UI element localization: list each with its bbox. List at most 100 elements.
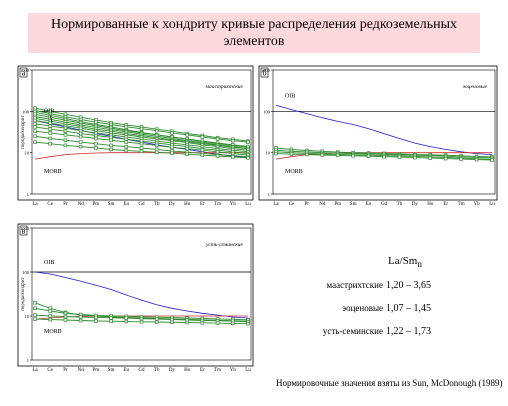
x-tick-label: Yb (474, 202, 481, 207)
panel-label: в (22, 227, 26, 236)
sample-point (48, 131, 52, 135)
sample-point (170, 145, 174, 150)
ratio-row-value: 1,07 – 1,45 (386, 303, 431, 314)
x-tick-label: Ho (184, 368, 191, 373)
sample-point (154, 320, 159, 324)
sample-point (231, 155, 235, 159)
x-tick-label: Sm (108, 368, 115, 373)
x-tick-label: Pm (334, 202, 341, 207)
y-tick-label: 1 (268, 192, 270, 197)
x-tick-label: Gd (138, 368, 145, 373)
sample-point (33, 122, 37, 126)
sample-point (124, 144, 129, 149)
sample-point (246, 140, 250, 144)
sample-point (215, 321, 220, 325)
panel-label-box (260, 67, 269, 78)
x-tick-label: Gd (138, 202, 145, 207)
sample-point (33, 140, 37, 144)
sample-point (170, 320, 174, 325)
ratio-row-label: эоценовые (342, 303, 383, 313)
sample-point (474, 157, 479, 162)
sample-point (428, 156, 433, 160)
sample-point (48, 124, 52, 128)
sample-point (124, 319, 129, 324)
x-tick-label: Pr (63, 368, 68, 373)
sample-point (63, 143, 68, 148)
sample-point (94, 319, 98, 323)
sample-point (139, 146, 144, 150)
sample-point (154, 147, 159, 152)
sample-point (154, 143, 159, 148)
ratio-header-subscript: n (417, 259, 422, 270)
x-tick-label: La (32, 368, 38, 373)
sample-point (154, 150, 159, 155)
panel-label: б (262, 69, 266, 78)
y-tick-label: 10 (266, 151, 271, 156)
sample-point (78, 131, 83, 136)
ratio-row-label: маастрихтские (326, 280, 383, 290)
ratio-row-value: 1,22 – 1,73 (386, 326, 431, 337)
sample-point (63, 126, 68, 130)
sample-point (94, 136, 98, 141)
sample-point (33, 317, 37, 321)
sample-point (63, 133, 68, 137)
page-title-line-1: Нормированные к хондриту кривые распреде… (50, 17, 458, 32)
sample-point (154, 317, 159, 321)
sample-point (215, 154, 220, 158)
sample-point (200, 321, 205, 325)
sample-point (170, 131, 174, 135)
x-tick-label: La (32, 202, 38, 207)
x-tick-label: Pr (63, 202, 68, 207)
sample-point (63, 138, 68, 142)
sample-point (33, 301, 37, 305)
sample-point (443, 156, 448, 161)
sample-point (335, 153, 340, 158)
sample-point (185, 133, 189, 137)
plot-area (31, 69, 252, 195)
x-tick-label: Ce (289, 202, 295, 207)
y-tick-label: 1 (27, 358, 29, 363)
x-tick-label: Ce (47, 368, 53, 373)
sample-point (48, 121, 52, 125)
sample-point (246, 321, 250, 326)
panel-label-box (19, 67, 28, 78)
x-tick-label: Eu (124, 368, 130, 373)
sample-point (109, 147, 113, 152)
y-tick-label: 10 (25, 314, 30, 319)
sample-point (109, 319, 113, 323)
sample-point (109, 138, 113, 142)
sample-point (351, 154, 355, 158)
sample-point (48, 141, 52, 146)
x-tick-label: Pr (305, 202, 310, 207)
ratio-row: эоценовые 1,07 – 1,45 (300, 303, 490, 315)
panel-label-box (19, 225, 28, 236)
page-title: Нормированные к хондриту кривые распреде… (28, 13, 480, 53)
sample-point (215, 150, 220, 154)
x-tick-label: Ho (427, 202, 434, 207)
x-tick-label: La (273, 202, 279, 207)
x-tick-label: Lu (245, 202, 251, 207)
x-tick-label: Tb (154, 202, 160, 207)
sample-point (48, 306, 52, 311)
sample-point (78, 315, 83, 319)
sample-point (48, 317, 52, 322)
ratio-row: усть-семинские 1,22 – 1,73 (300, 326, 490, 338)
chart-frame (258, 65, 498, 201)
x-tick-label: Nd (319, 202, 326, 207)
sample-point (185, 152, 189, 156)
morb-label: MORB (285, 169, 303, 175)
chart-title: эоценовые (463, 84, 488, 90)
sample-point (94, 146, 98, 150)
sample-point (246, 156, 250, 160)
sample-point (78, 128, 83, 133)
sample-point (124, 137, 129, 142)
sample-point (109, 135, 113, 140)
sample-point (94, 141, 98, 146)
oib-label: OIB (285, 93, 295, 99)
oib-label: OIB (44, 260, 54, 266)
x-tick-label: Er (443, 202, 448, 207)
x-tick-label: Tm (458, 202, 465, 207)
x-tick-label: Tb (154, 368, 160, 373)
